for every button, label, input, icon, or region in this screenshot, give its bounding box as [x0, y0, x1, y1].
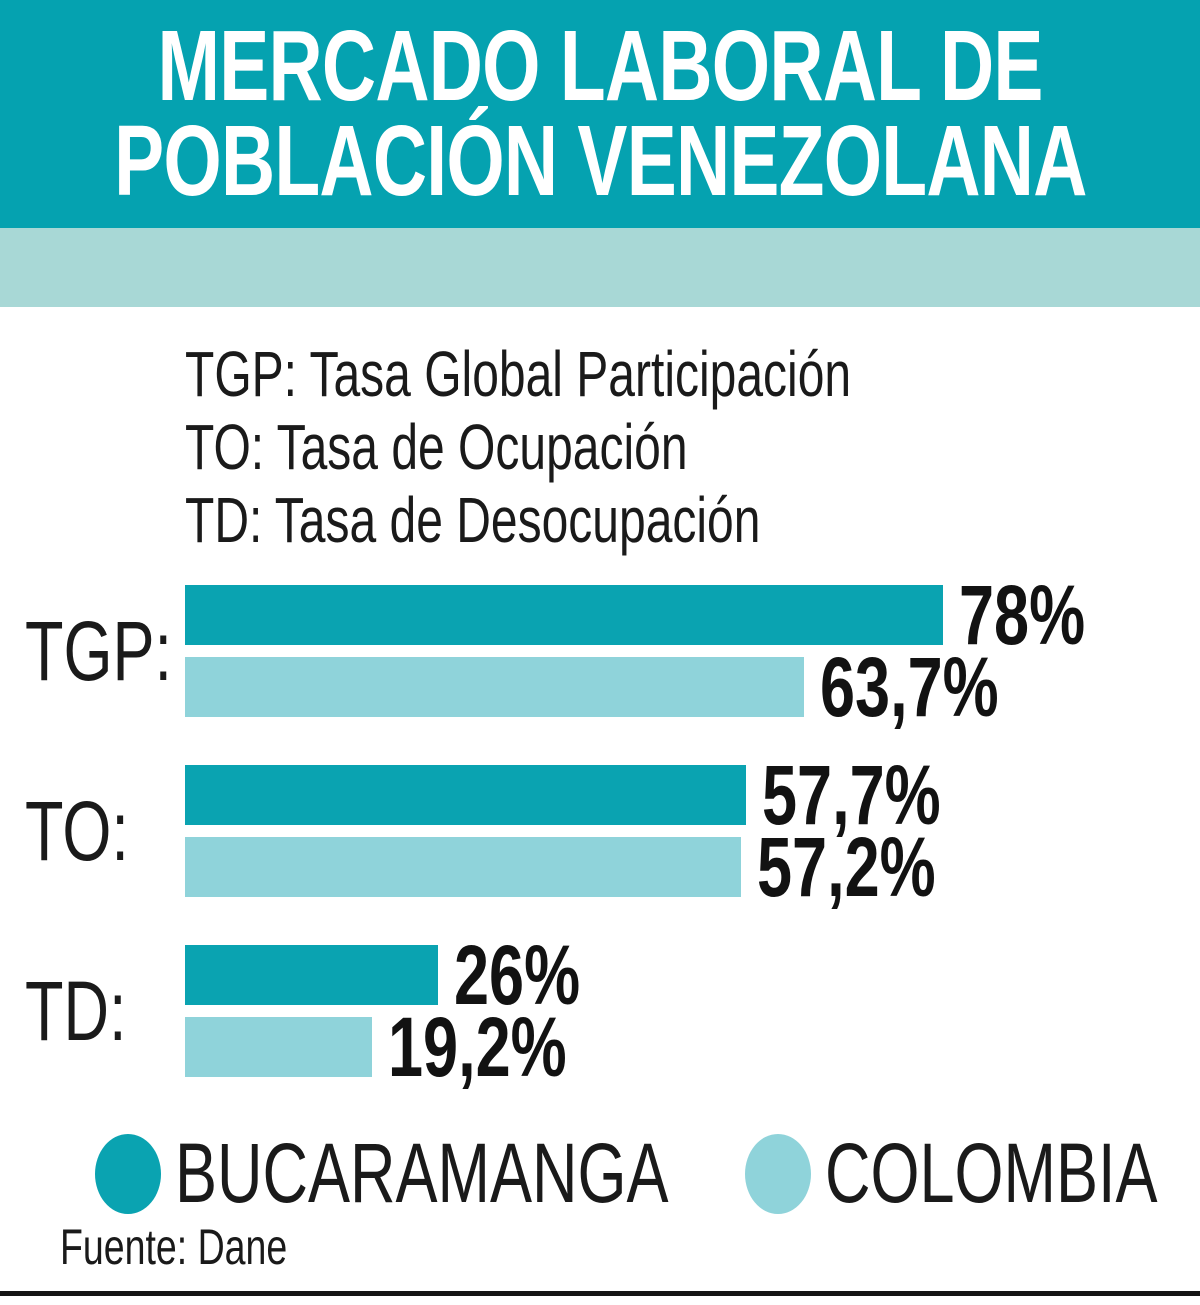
bar-line: 26% — [185, 928, 1200, 1022]
chart-row-tgp: TGP: 78% 63,7% — [0, 568, 1200, 734]
bar-line: 78% — [185, 568, 1200, 662]
page-title-line-1: MERCADO LABORAL DE — [157, 10, 1043, 122]
bar-group: 78% 63,7% — [185, 568, 1200, 734]
legend-item-colombia: COLOMBIA — [745, 1125, 1200, 1222]
bar-group: 26% 19,2% — [185, 928, 1200, 1094]
category-label-cell: TGP: — [0, 603, 185, 700]
chart-row-to: TO: 57,7% 57,2% — [0, 748, 1200, 914]
bar-colombia-tgp — [185, 657, 804, 717]
chart-row-td: TD: 26% 19,2% — [0, 928, 1200, 1094]
bar-value-label: 78% — [959, 568, 1086, 662]
colombia-swatch-icon — [745, 1133, 811, 1214]
bar-line: 57,2% — [185, 820, 1200, 914]
header: MERCADO LABORAL DE POBLACIÓN VENEZOLANA — [0, 0, 1200, 228]
category-label-cell: TD: — [0, 963, 185, 1060]
bar-value-label: 57,7% — [762, 748, 941, 842]
bar-value-label: 26% — [454, 928, 581, 1022]
bar-colombia-to — [185, 837, 741, 897]
bar-value-label: 57,2% — [757, 820, 936, 914]
bar-colombia-td — [185, 1017, 372, 1077]
source-note: Fuente: Dane — [60, 1219, 288, 1275]
definition-td: TD: Tasa de Desocupación — [185, 484, 761, 556]
bar-bucaramanga-tgp — [185, 585, 943, 645]
legend-label-bucaramanga: BUCARAMANGA — [175, 1126, 669, 1220]
category-label: TD: — [25, 963, 127, 1058]
abbreviation-definitions: TGP: Tasa Global Participación TO: Tasa … — [185, 338, 1073, 557]
bar-value-label: 63,7% — [820, 640, 999, 734]
category-label-cell: TO: — [0, 783, 185, 880]
category-label: TO: — [25, 783, 129, 878]
bucaramanga-swatch-icon — [95, 1133, 161, 1214]
page-title: MERCADO LABORAL DE POBLACIÓN VENEZOLANA — [0, 10, 1200, 217]
legend-item-bucaramanga: BUCARAMANGA — [95, 1125, 833, 1222]
bar-group: 57,7% 57,2% — [185, 748, 1200, 914]
bar-bucaramanga-td — [185, 945, 438, 1005]
bottom-rule — [0, 1291, 1200, 1296]
category-label: TGP: — [25, 603, 173, 698]
header-accent-band — [0, 228, 1200, 307]
definition-tgp: TGP: Tasa Global Participación — [185, 338, 852, 410]
bar-chart: TGP: 78% 63,7% TO: 57,7% 57,2% TD: 26% 19,2% — [0, 568, 1200, 1094]
bar-value-label: 19,2% — [388, 1000, 567, 1094]
bar-line: 63,7% — [185, 640, 1200, 734]
bar-line: 57,7% — [185, 748, 1200, 842]
legend-label-colombia: COLOMBIA — [825, 1126, 1158, 1220]
definition-to: TO: Tasa de Ocupación — [185, 411, 688, 483]
page-title-line-2: POBLACIÓN VENEZOLANA — [113, 105, 1087, 217]
bar-bucaramanga-to — [185, 765, 746, 825]
bar-line: 19,2% — [185, 1000, 1200, 1094]
